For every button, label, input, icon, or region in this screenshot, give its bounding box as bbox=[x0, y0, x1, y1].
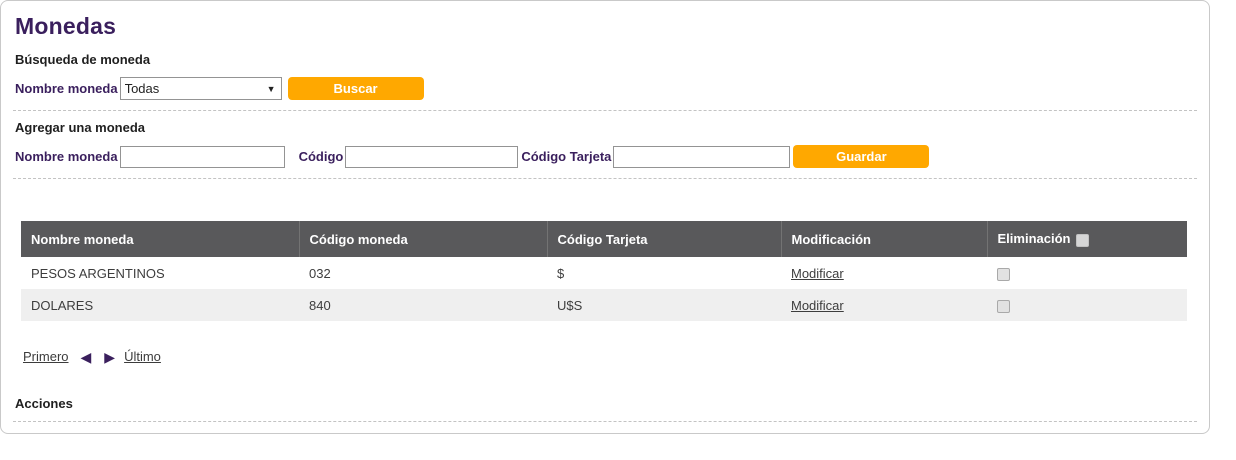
row-delete-checkbox[interactable] bbox=[997, 299, 1010, 313]
actions-heading: Acciones bbox=[15, 396, 73, 411]
add-form-row: Nombre moneda Código Código Tarjeta Guar… bbox=[15, 145, 1197, 168]
table-row: DOLARES 840 U$S Modificar bbox=[21, 289, 1187, 321]
search-name-label: Nombre moneda bbox=[15, 81, 118, 96]
monedas-page: Monedas Búsqueda de moneda Nombre moneda… bbox=[0, 0, 1210, 434]
pagination: Primero ◀ ▶ Último bbox=[23, 349, 1197, 364]
pagination-first-link[interactable]: Primero bbox=[23, 349, 69, 364]
search-section: Búsqueda de moneda Nombre moneda Todas ▼… bbox=[13, 52, 1197, 100]
header-eliminacion: Eliminación bbox=[986, 221, 1187, 257]
pagination-prev-arrow-icon[interactable]: ◀ bbox=[80, 348, 92, 365]
actions-divider bbox=[13, 421, 1197, 422]
guardar-button[interactable]: Guardar bbox=[793, 145, 930, 168]
cell-codigo: 032 bbox=[309, 265, 331, 281]
table-row: PESOS ARGENTINOS 032 $ Modificar bbox=[21, 257, 1187, 289]
currencies-table: Nombre moneda Código moneda Código Tarje… bbox=[21, 221, 1187, 321]
table-body: PESOS ARGENTINOS 032 $ Modificar DOLARES… bbox=[21, 257, 1187, 321]
cell-modificacion: Modificar bbox=[781, 289, 987, 321]
add-section-heading: Agregar una moneda bbox=[15, 120, 146, 135]
cell-eliminacion bbox=[987, 257, 1187, 289]
currencies-table-wrap: Nombre moneda Código moneda Código Tarje… bbox=[21, 221, 1187, 321]
row-delete-checkbox[interactable] bbox=[997, 267, 1010, 281]
cell-nombre: PESOS ARGENTINOS bbox=[31, 265, 165, 281]
pagination-last-link[interactable]: Último bbox=[124, 349, 161, 364]
add-code-input[interactable] bbox=[345, 145, 519, 168]
add-name-input[interactable] bbox=[119, 145, 285, 168]
header-modificacion: Modificación bbox=[780, 221, 987, 257]
add-card-code-input[interactable] bbox=[613, 145, 791, 168]
add-card-code-label: Código Tarjeta bbox=[521, 149, 612, 164]
search-form-row: Nombre moneda Todas ▼ Buscar bbox=[15, 77, 1197, 100]
cell-codigo-tarjeta: U$S bbox=[547, 289, 781, 321]
section-divider bbox=[13, 110, 1197, 111]
page-title: Monedas bbox=[15, 13, 117, 39]
cell-codigo-tarjeta: $ bbox=[557, 265, 565, 281]
modificar-link[interactable]: Modificar bbox=[791, 297, 844, 313]
add-name-label: Nombre moneda bbox=[15, 149, 118, 164]
cell-codigo: 840 bbox=[299, 289, 547, 321]
table-header-row: Nombre moneda Código moneda Código Tarje… bbox=[21, 221, 1187, 257]
header-codigo-tarjeta: Código Tarjeta bbox=[546, 221, 781, 257]
buscar-button[interactable]: Buscar bbox=[287, 77, 424, 100]
pagination-next-arrow-icon[interactable]: ▶ bbox=[104, 348, 116, 365]
cell-modificacion: Modificar bbox=[781, 257, 987, 289]
add-section: Agregar una moneda Nombre moneda Código … bbox=[13, 120, 1197, 168]
search-section-heading: Búsqueda de moneda bbox=[15, 52, 151, 67]
header-codigo-moneda: Código moneda bbox=[298, 221, 547, 257]
modificar-link[interactable]: Modificar bbox=[791, 265, 844, 281]
header-nombre-moneda: Nombre moneda bbox=[21, 221, 299, 257]
section-divider bbox=[13, 178, 1197, 179]
currency-select-wrap: Todas ▼ bbox=[119, 77, 282, 100]
select-all-delete-checkbox[interactable] bbox=[1076, 233, 1090, 247]
currency-name-select[interactable]: Todas bbox=[119, 77, 282, 100]
add-code-label: Código bbox=[298, 149, 344, 164]
cell-nombre: DOLARES bbox=[21, 289, 299, 321]
header-eliminacion-label: Eliminación bbox=[997, 231, 1071, 247]
cell-eliminacion bbox=[987, 289, 1187, 321]
